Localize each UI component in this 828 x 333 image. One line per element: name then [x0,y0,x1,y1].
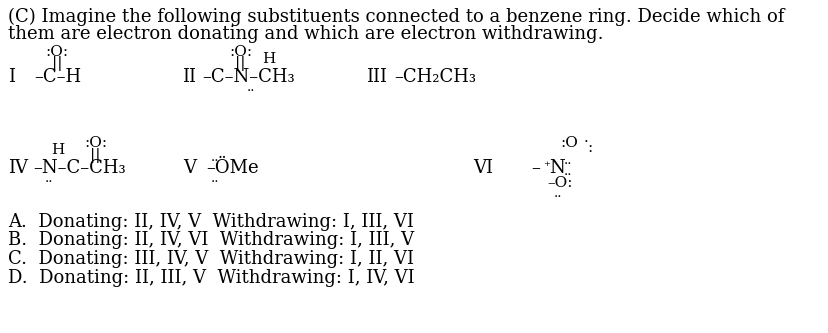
Text: :O:: :O: [84,136,107,150]
Text: –CH₂CH₃: –CH₂CH₃ [394,68,476,86]
Text: ..: .. [564,166,572,178]
Text: ..: .. [247,81,255,94]
Text: :O:: :O: [229,45,252,59]
Text: ||: || [90,148,100,163]
Text: –C–N–CH₃: –C–N–CH₃ [202,68,295,86]
Text: V: V [183,159,196,177]
Text: B.  Donating: II, IV, VI  Withdrawing: I, III, V: B. Donating: II, IV, VI Withdrawing: I, … [8,231,414,249]
Text: II: II [181,68,195,86]
Text: VI: VI [473,159,493,177]
Text: :O:: :O: [46,45,68,59]
Text: –: – [531,159,539,177]
Text: III: III [365,68,386,86]
Text: them are electron donating and which are electron withdrawing.: them are electron donating and which are… [8,25,603,43]
Text: ||: || [234,56,245,71]
Text: C.  Donating: III, IV, V  Withdrawing: I, II, VI: C. Donating: III, IV, V Withdrawing: I, … [8,250,413,268]
Text: ..: .. [210,172,219,185]
Text: –O:: –O: [547,176,572,190]
Text: ·: · [583,135,587,149]
Text: D.  Donating: II, III, V  Withdrawing: I, IV, VI: D. Donating: II, III, V Withdrawing: I, … [8,269,414,287]
Text: I: I [8,68,15,86]
Text: ..: .. [210,151,219,164]
Text: N: N [549,159,565,177]
Text: ⁺: ⁺ [542,160,549,172]
Text: ..: .. [553,187,561,200]
Text: :: : [587,141,592,155]
Text: ..: .. [564,154,572,166]
Text: ..: .. [45,172,53,185]
Text: –C–H: –C–H [35,68,81,86]
Text: ||: || [52,56,62,71]
Text: :O: :O [560,136,577,150]
Text: A.  Donating: II, IV, V  Withdrawing: I, III, VI: A. Donating: II, IV, V Withdrawing: I, I… [8,212,413,230]
Text: H: H [51,143,65,157]
Text: –N–C–CH₃: –N–C–CH₃ [33,159,125,177]
Text: –ÖMe: –ÖMe [206,159,259,177]
Text: H: H [262,52,275,66]
Text: IV: IV [8,159,28,177]
Text: (C) Imagine the following substituents connected to a benzene ring. Decide which: (C) Imagine the following substituents c… [8,8,783,26]
